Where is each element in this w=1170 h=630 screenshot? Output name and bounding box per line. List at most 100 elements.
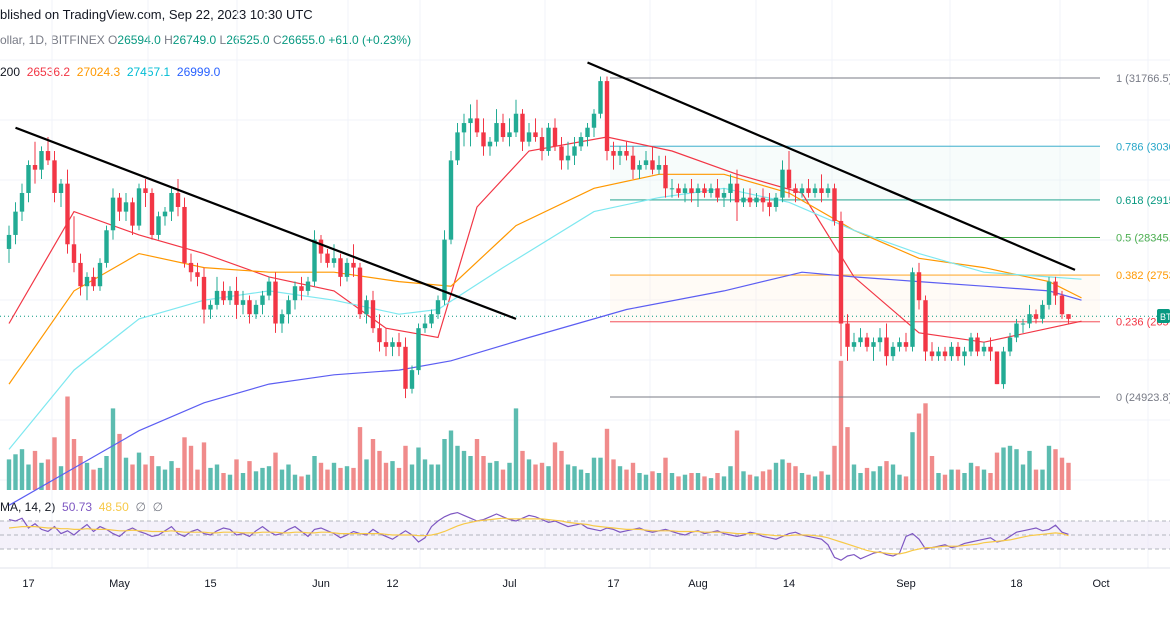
candle-body	[819, 188, 824, 193]
candle-body	[1040, 304, 1045, 319]
volume-bar	[767, 469, 772, 490]
volume-bar	[611, 459, 616, 490]
candle-body	[110, 197, 116, 231]
volume-bar	[429, 464, 434, 490]
volume-bar	[890, 464, 896, 490]
candle-body	[663, 165, 668, 189]
candle-body	[370, 300, 376, 329]
rsi-value: 50.73	[62, 500, 93, 514]
candle-body	[578, 137, 584, 147]
volume-bar	[338, 467, 343, 490]
volume-bar	[45, 459, 51, 490]
ma100-value: 27457.1	[126, 65, 171, 79]
candle-body	[65, 183, 70, 245]
candle-body	[637, 165, 642, 170]
candle-body	[292, 286, 298, 301]
volume-bar	[851, 464, 857, 490]
hide-icon-2[interactable]: ∅	[152, 500, 164, 514]
trendline-1	[587, 61, 1076, 271]
volume-bar	[435, 464, 441, 490]
candle-body	[825, 188, 831, 193]
volume-bar	[416, 447, 421, 490]
candle-body	[442, 239, 447, 301]
candle-body	[1059, 295, 1065, 315]
candle-body	[1033, 314, 1039, 319]
hide-icon-1[interactable]: ∅	[135, 500, 146, 514]
volume-bar	[656, 473, 662, 490]
volume-bar	[474, 439, 480, 490]
volume-bar	[188, 445, 194, 490]
volume-bar	[266, 466, 272, 490]
volume-bar	[578, 469, 584, 490]
volume-bar	[832, 445, 837, 490]
candle-body	[604, 81, 610, 152]
rsi-ma-value: 48.50	[98, 500, 129, 514]
volume-bar	[884, 461, 889, 490]
volume-bar	[507, 462, 512, 490]
open-value: 26594.0	[117, 33, 161, 47]
volume-bar	[663, 457, 668, 490]
candle-body	[695, 188, 701, 193]
candle-body	[728, 183, 733, 193]
candle-body	[494, 123, 499, 142]
candle-body	[897, 342, 902, 347]
volume-bar	[19, 449, 25, 490]
candle-body	[383, 342, 389, 347]
candle-body	[981, 346, 987, 352]
candle-body	[962, 351, 967, 357]
volume-bar	[1001, 447, 1006, 490]
candle-body	[721, 192, 727, 198]
volume-bar	[546, 466, 551, 490]
volume-bar	[117, 433, 122, 490]
x-tick-label-3: Jun	[312, 578, 330, 590]
candle-body	[221, 290, 226, 301]
volume-bar	[500, 469, 506, 490]
candle-body	[195, 272, 200, 277]
candle-body	[201, 276, 207, 310]
candle-body	[760, 197, 766, 203]
volume-bar	[773, 462, 779, 490]
candle-body	[780, 169, 785, 198]
fib-label-1: 0.786 (3030	[1116, 141, 1170, 153]
candle-body	[19, 192, 25, 212]
candle-body	[916, 272, 922, 301]
ma-legend-prefix: 200	[0, 65, 21, 79]
volume-bar	[825, 474, 831, 490]
volume-bar	[559, 450, 564, 490]
volume-bar	[858, 473, 863, 490]
volume-bar	[331, 462, 337, 490]
volume-bar	[273, 452, 278, 490]
candle-body	[975, 337, 980, 352]
candle-body	[793, 188, 798, 193]
candle-body	[208, 304, 213, 310]
volume-bar	[195, 469, 200, 490]
volume-bar	[351, 467, 356, 490]
candle-body	[1027, 314, 1032, 324]
volume-bar	[78, 456, 83, 490]
volume-bar	[630, 462, 636, 490]
volume-bar	[169, 461, 174, 490]
candle-body	[78, 262, 83, 287]
volume-bar	[448, 430, 454, 490]
candle-body	[169, 192, 174, 212]
volume-bar	[162, 469, 168, 490]
volume-bar	[734, 430, 740, 490]
volume-bar	[390, 461, 395, 490]
volume-bar	[1014, 449, 1019, 490]
volume-bar	[526, 459, 532, 490]
volume-bar	[182, 437, 187, 490]
candle-body	[474, 118, 480, 133]
candle-body	[84, 276, 90, 287]
x-tick-label-6: 17	[607, 578, 619, 590]
volume-bar	[221, 473, 226, 490]
candle-body	[325, 253, 330, 263]
ma50-value: 27024.3	[76, 65, 121, 79]
candle-body	[364, 300, 369, 315]
candle-body	[942, 351, 948, 357]
candle-body	[260, 295, 265, 305]
volume-bar	[936, 473, 941, 490]
volume-bar	[1033, 469, 1039, 490]
volume-bar	[130, 464, 135, 490]
volume-bar	[942, 474, 948, 490]
trendlines	[15, 61, 1076, 320]
